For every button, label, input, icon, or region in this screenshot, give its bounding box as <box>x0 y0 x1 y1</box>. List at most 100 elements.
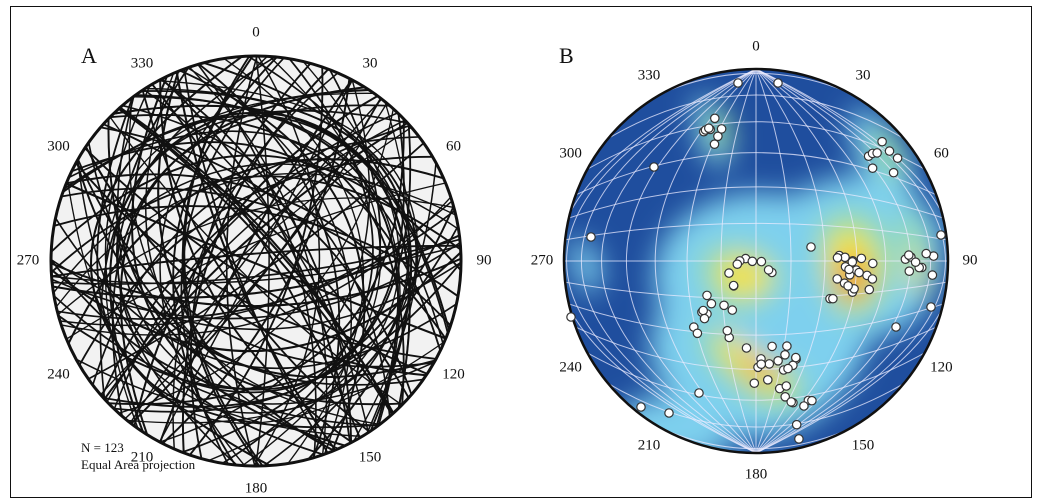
net-parallel <box>564 94 948 169</box>
pole-point <box>782 341 792 351</box>
great-circle-trace <box>57 210 456 320</box>
azimuth-label-b: 300 <box>559 145 582 162</box>
figure-frame: A B 0 30 60 90 120 150 180 210 240 270 300 330 0 30 60… <box>10 6 1032 498</box>
pole-point <box>891 322 901 332</box>
pole-point <box>888 167 899 178</box>
great-circle-trace <box>161 78 351 445</box>
azimuth-label-b: 30 <box>855 67 871 84</box>
azimuth-label-b: 210 <box>637 437 661 454</box>
net-parallel <box>564 301 948 336</box>
pole-point <box>807 395 817 406</box>
pole-point <box>699 313 710 324</box>
pole-point <box>786 397 796 407</box>
pole-point <box>843 281 853 291</box>
great-circle-trace <box>103 124 412 408</box>
pole-point <box>727 305 738 315</box>
pole-point <box>926 302 936 312</box>
pole-point <box>709 113 720 124</box>
stereonets-svg <box>49 54 950 468</box>
pole-point <box>706 298 717 309</box>
pole-point <box>722 325 733 336</box>
great-circle-trace <box>198 63 341 459</box>
great-circle-trace <box>65 182 447 340</box>
stereonet-b-primitive <box>562 67 950 455</box>
pole-point <box>649 162 659 172</box>
pole-point <box>872 148 882 158</box>
pole-point <box>780 391 790 402</box>
pole-point <box>764 359 775 369</box>
azimuth-label-b: 180 <box>744 466 768 483</box>
pole-point <box>749 378 760 388</box>
great-circle-trace <box>141 90 413 432</box>
pole-point <box>698 305 708 316</box>
pole-point <box>728 280 739 291</box>
pole-point <box>664 408 674 418</box>
pole-point <box>828 293 838 304</box>
pole-point <box>719 300 729 311</box>
pole-point <box>733 78 743 88</box>
pole-point <box>910 257 921 267</box>
azimuth-label-b: 150 <box>851 437 875 454</box>
net-parallel <box>564 281 948 300</box>
pole-point <box>844 264 854 275</box>
great-circle-trace <box>157 71 335 452</box>
azimuth-label-a: 90 <box>476 252 492 269</box>
great-circle-trace <box>145 73 339 450</box>
pole-point <box>867 274 878 284</box>
pole-point <box>702 290 712 301</box>
azimuth-label-b: 120 <box>930 359 953 376</box>
pole-point <box>692 328 703 339</box>
pole-point <box>747 256 758 267</box>
azimuth-label-b: 0 <box>752 38 760 55</box>
pole-point <box>936 230 946 240</box>
great-circle-trace <box>84 147 428 375</box>
pole-point <box>832 253 843 263</box>
great-circle-trace <box>119 106 393 415</box>
pole-point <box>741 343 752 353</box>
pole-point <box>566 312 576 322</box>
pole-point <box>832 274 842 284</box>
pole-point <box>780 349 790 360</box>
pole-point <box>636 402 646 412</box>
pole-point <box>867 258 878 269</box>
pole-point <box>783 363 793 374</box>
pole-point <box>799 401 809 411</box>
pole-point <box>806 242 816 252</box>
pole-point <box>732 259 743 270</box>
pole-point <box>927 270 938 280</box>
great-circle-trace <box>51 259 461 391</box>
pole-points <box>566 78 946 444</box>
pole-point <box>877 136 887 147</box>
azimuth-label-a: 300 <box>47 138 70 155</box>
azimuth-label-b: 330 <box>637 67 661 84</box>
great-circle-trace <box>102 123 410 399</box>
net-parallel <box>564 338 948 401</box>
great-circle-trace <box>96 96 380 429</box>
pole-point <box>781 381 792 391</box>
azimuth-label-b: 90 <box>962 252 978 269</box>
net-meridian <box>755 69 948 453</box>
great-circle-trace <box>62 112 451 331</box>
azimuth-label-a: 270 <box>16 252 40 269</box>
panel-label-b: B <box>559 43 574 68</box>
pole-point <box>709 139 720 149</box>
stereonet-a-primitive <box>49 54 463 468</box>
stereonet-b <box>562 67 950 455</box>
great-circle-trace <box>247 56 410 466</box>
pole-point <box>790 352 801 363</box>
great-circle-traces <box>51 56 461 466</box>
great-circle-trace <box>119 86 365 436</box>
great-circle-trace <box>203 61 418 460</box>
pole-point <box>867 163 878 173</box>
pole-point <box>586 232 596 242</box>
azimuth-label-a: 120 <box>442 366 465 383</box>
great-circle-trace <box>71 141 442 351</box>
azimuth-label-b: 240 <box>559 359 582 376</box>
great-circle-trace <box>61 187 452 327</box>
pole-point <box>763 265 774 275</box>
pole-point <box>716 124 727 134</box>
pole-point <box>703 123 714 133</box>
azimuth-label-a: 210 <box>130 449 154 466</box>
great-circle-trace <box>55 172 457 308</box>
azimuth-label-a: 0 <box>252 24 260 41</box>
